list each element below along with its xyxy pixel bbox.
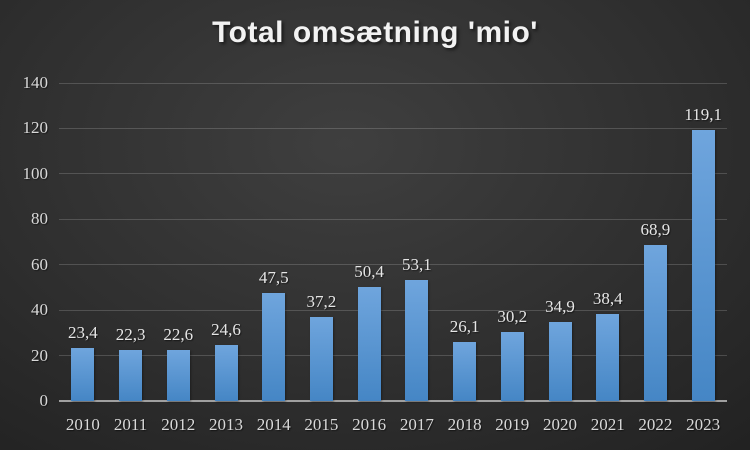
bar xyxy=(405,280,429,401)
bar-value-label: 24,6 xyxy=(211,320,241,340)
bar-value-label: 23,4 xyxy=(67,322,98,342)
y-axis-tick-label: 120 xyxy=(22,118,49,138)
bar-value-label: 38,4 xyxy=(592,288,623,308)
gridline xyxy=(59,355,727,357)
y-axis-tick-label: 40 xyxy=(31,300,48,320)
bar xyxy=(691,130,715,401)
bar-value-label: 22,6 xyxy=(163,324,194,344)
y-axis-tick-label: 140 xyxy=(22,73,49,92)
x-axis-tick-label: 2019 xyxy=(495,415,530,434)
x-axis-tick-label: 2021 xyxy=(590,415,625,434)
bar xyxy=(71,347,95,401)
y-axis-tick-label: 80 xyxy=(31,209,48,229)
bar xyxy=(453,341,477,401)
x-axis-tick-label: 2012 xyxy=(161,415,196,434)
bar-value-label: 50,4 xyxy=(354,261,385,281)
bar xyxy=(643,244,667,401)
x-axis-tick-label: 2015 xyxy=(304,415,339,434)
bar-value-label: 68,9 xyxy=(640,219,671,239)
bar-value-label: 22,3 xyxy=(115,325,146,345)
bar-value-label: 30,2 xyxy=(497,307,528,327)
bar-value-label: 47,5 xyxy=(258,268,289,288)
x-axis-tick-label: 2020 xyxy=(543,415,577,434)
gridline xyxy=(59,218,727,220)
bar-value-label: 119,1 xyxy=(684,105,722,125)
x-axis-tick-label: 2022 xyxy=(638,415,673,434)
bar xyxy=(596,313,620,401)
x-axis-tick-label: 2013 xyxy=(209,415,243,434)
gridline xyxy=(59,264,727,266)
x-axis-tick-label: 2018 xyxy=(447,415,482,434)
bar-value-label: 26,1 xyxy=(449,316,480,336)
x-axis-line xyxy=(59,400,727,402)
bar xyxy=(166,349,190,401)
x-axis-tick-label: 2010 xyxy=(65,415,100,434)
bar xyxy=(357,286,381,401)
chart-title: Total omsætning 'mio' xyxy=(212,16,538,49)
bar xyxy=(500,332,524,401)
y-axis-tick-label: 0 xyxy=(39,391,49,410)
x-axis-tick-label: 2023 xyxy=(686,415,721,434)
x-axis-tick-label: 2014 xyxy=(256,415,291,434)
x-axis-tick-label: 2011 xyxy=(113,415,148,434)
bar-value-label: 34,9 xyxy=(545,296,575,316)
gridline xyxy=(59,82,727,84)
y-axis-tick-label: 100 xyxy=(22,163,49,183)
bar xyxy=(262,293,286,401)
gridline xyxy=(59,309,727,311)
y-axis-tick-label: 20 xyxy=(31,345,48,365)
bar xyxy=(214,345,238,401)
bar-value-label: 37,2 xyxy=(306,291,337,311)
gridline xyxy=(59,173,727,175)
y-axis-tick-label: 60 xyxy=(31,254,48,274)
bar xyxy=(309,316,333,401)
bar-value-label: 53,1 xyxy=(401,255,432,275)
x-axis-tick-label: 2017 xyxy=(399,415,434,434)
x-axis-tick-label: 2016 xyxy=(352,415,387,434)
gridline xyxy=(59,127,727,129)
bar xyxy=(548,321,572,401)
bar xyxy=(119,350,143,401)
